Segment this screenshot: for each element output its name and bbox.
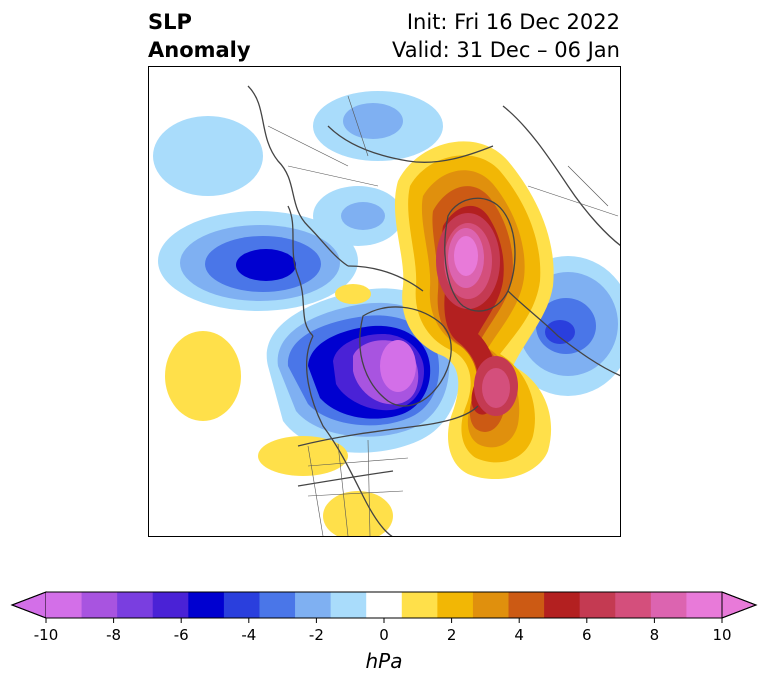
negative-anomaly-canada [266,288,462,453]
colorbar-swatch [46,592,83,618]
colorbar-swatch [330,592,367,618]
coastlines [247,85,621,537]
colorbar-under-arrow [10,591,47,619]
colorbar-swatch [472,592,510,618]
colorbar-swatch [188,592,225,618]
colorbar-swatch [650,592,687,618]
colorbar-swatch [259,592,296,618]
title-left: SLP Anomaly [148,8,251,64]
colorbar-tick-label: 4 [514,626,524,644]
colorbar-swatch [437,592,474,618]
title-right: Init: Fri 16 Dec 2022 Valid: 31 Dec – 06… [392,8,620,64]
colorbar-tick-label: -2 [309,626,324,644]
colorbar-tick-label: -6 [174,626,189,644]
positive-anomaly-pacific [165,284,393,537]
negative-anomaly-siberia [153,91,443,246]
colorbar-swatch [615,592,652,618]
colorbar-swatch [366,592,403,618]
init-date: Init: Fri 16 Dec 2022 [406,10,620,34]
colorbar-tick-label: -4 [241,626,256,644]
colorbar-swatch [686,592,723,618]
colorbar: -10 -8 -6 -4 -2 0 2 4 6 8 10 hPa [10,591,758,673]
colorbar-tick-label: -8 [106,626,121,644]
colorbar-swatch [295,592,332,618]
colorbar-swatch [152,592,189,618]
colorbar-swatch [508,592,545,618]
colorbar-swatch [117,592,154,618]
colorbar-swatches [10,591,758,619]
colorbar-swatch [81,592,118,618]
colorbar-tick-label: 6 [582,626,592,644]
colorbar-tick-label: -10 [34,626,59,644]
colorbar-swatch [579,592,616,618]
colorbar-unit: hPa [366,649,403,673]
colorbar-tick-label: 8 [650,626,660,644]
anomaly-map [148,66,621,537]
valid-range: Valid: 31 Dec – 06 Jan [391,38,620,62]
colorbar-tick-label: 0 [379,626,389,644]
colorbar-swatch [401,592,438,618]
colorbar-ticks: -10 -8 -6 -4 -2 0 2 4 6 8 10 [34,618,732,644]
colorbar-over-arrow [721,591,758,619]
title-anomaly: Anomaly [148,38,251,62]
colorbar-tick-label: 2 [447,626,457,644]
colorbar-swatch [544,592,581,618]
title-slp: SLP [148,10,192,34]
colorbar-tick-label: 10 [712,626,731,644]
political-borders [267,95,619,537]
colorbar-swatch [223,592,260,618]
